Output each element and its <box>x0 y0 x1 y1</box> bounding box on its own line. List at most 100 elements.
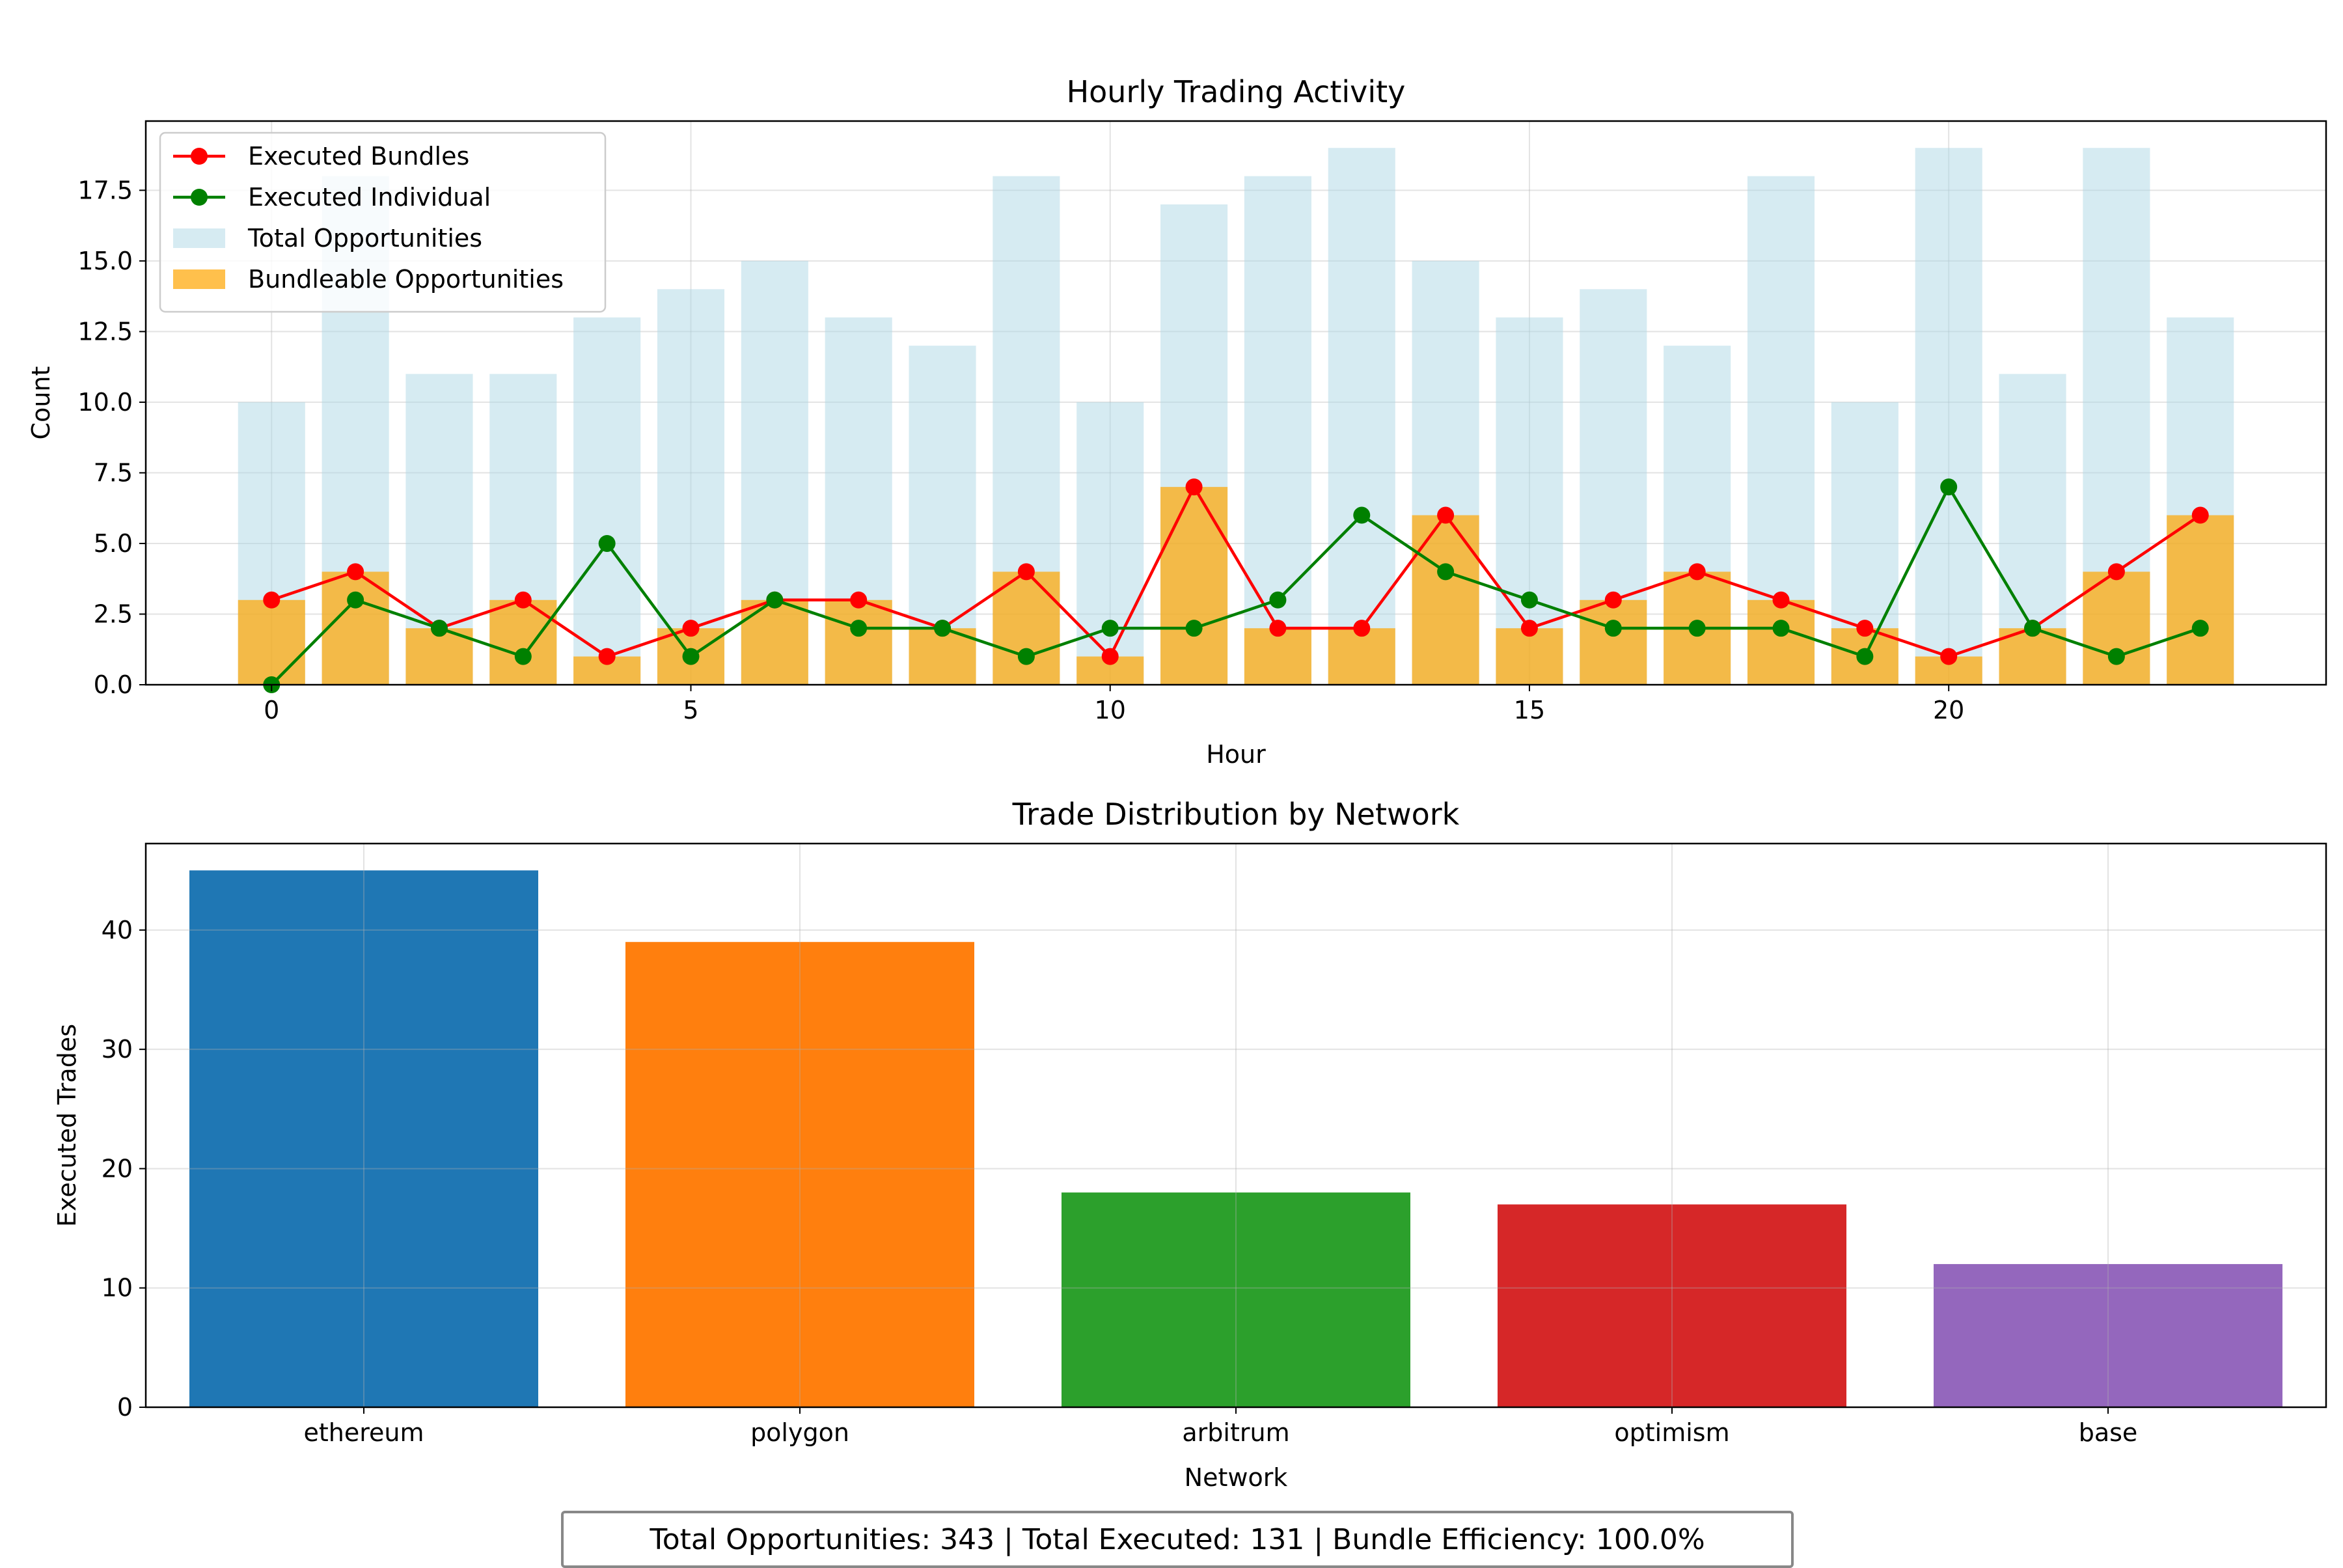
bundleable-opportunities-bar <box>2167 515 2234 685</box>
executed-individual-point <box>1940 478 1958 496</box>
x-tick-label: arbitrum <box>1182 1418 1289 1447</box>
bundleable-opportunities-bar <box>1999 628 2066 685</box>
y-tick-label: 12.5 <box>77 317 133 346</box>
executed-bundles-point <box>263 591 281 609</box>
legend-patch <box>173 228 225 248</box>
executed-bundles-point <box>598 648 616 665</box>
y-tick-label: 15.0 <box>77 247 133 275</box>
chart-title-1: Hourly Trading Activity <box>1067 74 1406 109</box>
network-bar-ethereum <box>189 870 538 1407</box>
network-bar-polygon <box>625 942 974 1407</box>
executed-individual-point <box>934 620 952 637</box>
bundleable-opportunities-bar <box>238 599 305 685</box>
y-axis-label-2: Executed Trades <box>53 1024 81 1227</box>
bundleable-opportunities-bar <box>489 599 557 685</box>
legend-label: Total Opportunities <box>247 224 482 253</box>
legend-label: Bundleable Opportunities <box>248 265 564 294</box>
executed-bundles-point <box>1940 648 1958 665</box>
x-tick-label: 5 <box>683 696 698 724</box>
network-bar-arbitrum <box>1062 1192 1410 1407</box>
summary-box: Total Opportunities: 343 | Total Execute… <box>561 1511 1794 1568</box>
executed-individual-point <box>1101 620 1119 637</box>
y-tick-label: 30 <box>102 1035 133 1064</box>
y-tick-label: 10 <box>102 1274 133 1302</box>
x-tick-label: polygon <box>750 1418 849 1447</box>
executed-bundles-point <box>1437 506 1455 524</box>
bundleable-opportunities-bar <box>405 628 473 685</box>
legend-patch <box>173 269 225 289</box>
executed-individual-point <box>514 648 532 665</box>
executed-bundles-point <box>850 591 868 609</box>
y-tick-label: 10.0 <box>77 388 133 417</box>
x-tick-label: 0 <box>264 696 279 724</box>
x-axis-label-2: Network <box>1185 1463 1288 1492</box>
bundleable-opportunities-bar <box>825 599 892 685</box>
bundleable-opportunities-bar <box>1328 628 1395 685</box>
bundleable-opportunities-bar <box>741 599 808 685</box>
executed-individual-point <box>1856 648 1874 665</box>
executed-bundles-line <box>271 484 2201 659</box>
executed-bundles-point <box>1101 648 1119 665</box>
executed-individual-point <box>1688 620 1706 637</box>
bundleable-opportunities-bar <box>1412 515 1479 685</box>
axes-frame-1 <box>144 120 2327 686</box>
executed-individual-line <box>270 484 2201 686</box>
legend-label: Executed Bundles <box>248 142 469 171</box>
bundleable-opportunities-bar <box>1747 599 1815 685</box>
executed-bundles-point <box>1520 620 1538 637</box>
executed-individual-point <box>1269 591 1287 609</box>
y-axis-label-1: Count <box>27 366 55 440</box>
executed-bundles-point <box>2191 506 2209 524</box>
network-bar-optimism <box>1498 1204 1846 1407</box>
bundleable-opportunities-bar <box>1580 599 1647 685</box>
total-opportunities-bar <box>1915 148 1982 685</box>
executed-individual-point <box>2191 620 2209 637</box>
executed-bundles-point <box>1856 620 1874 637</box>
bundleable-opportunities-bar <box>322 571 389 685</box>
y-tick-label: 7.5 <box>94 458 133 487</box>
executed-bundles-point <box>1269 620 1287 637</box>
executed-individual-point <box>850 620 868 637</box>
legend-marker <box>191 189 208 206</box>
executed-individual-point <box>2107 648 2125 665</box>
y-tick-label: 40 <box>102 916 133 944</box>
executed-individual-point <box>1604 620 1622 637</box>
x-tick-label: base <box>2079 1418 2138 1447</box>
y-tick-label: 20 <box>102 1154 133 1183</box>
executed-bundles-point <box>347 563 364 581</box>
executed-individual-point <box>766 591 784 609</box>
executed-individual-point <box>1185 620 1203 637</box>
x-tick-label: ethereum <box>303 1418 424 1447</box>
legend-marker <box>191 148 208 165</box>
executed-individual-point <box>1520 591 1538 609</box>
executed-individual-point <box>1437 563 1455 581</box>
y-tick-label: 5.0 <box>94 529 133 558</box>
x-tick-label: optimism <box>1614 1418 1729 1447</box>
executed-bundles-point <box>2107 563 2125 581</box>
total-opportunities-bar <box>657 289 725 685</box>
executed-individual-point <box>1017 648 1035 665</box>
x-tick-label: 15 <box>1514 696 1545 724</box>
executed-bundles-point <box>1185 478 1203 496</box>
executed-individual-point <box>347 591 364 609</box>
executed-bundles-point <box>1017 563 1035 581</box>
bundleable-opportunities-bar <box>1496 628 1563 685</box>
executed-individual-point <box>2024 620 2042 637</box>
executed-individual-point <box>430 620 448 637</box>
chart-title-2: Trade Distribution by Network <box>1012 797 1460 832</box>
legend-box <box>159 131 607 313</box>
network-bar-base <box>1934 1264 2282 1407</box>
bundleable-opportunities-bar <box>993 571 1060 685</box>
executed-bundles-point <box>1604 591 1622 609</box>
x-tick-label: 20 <box>1933 696 1964 724</box>
x-tick-label: 10 <box>1095 696 1126 724</box>
x-axis-label-1: Hour <box>1206 740 1266 769</box>
bundleable-opportunities-bar <box>909 628 976 685</box>
executed-individual-point <box>598 534 616 552</box>
y-tick-label: 17.5 <box>77 176 133 204</box>
bundleable-opportunities-bar <box>1244 628 1311 685</box>
executed-individual-point <box>682 648 700 665</box>
total-opportunities-bar <box>1328 148 1395 685</box>
y-tick-label: 2.5 <box>94 599 133 628</box>
